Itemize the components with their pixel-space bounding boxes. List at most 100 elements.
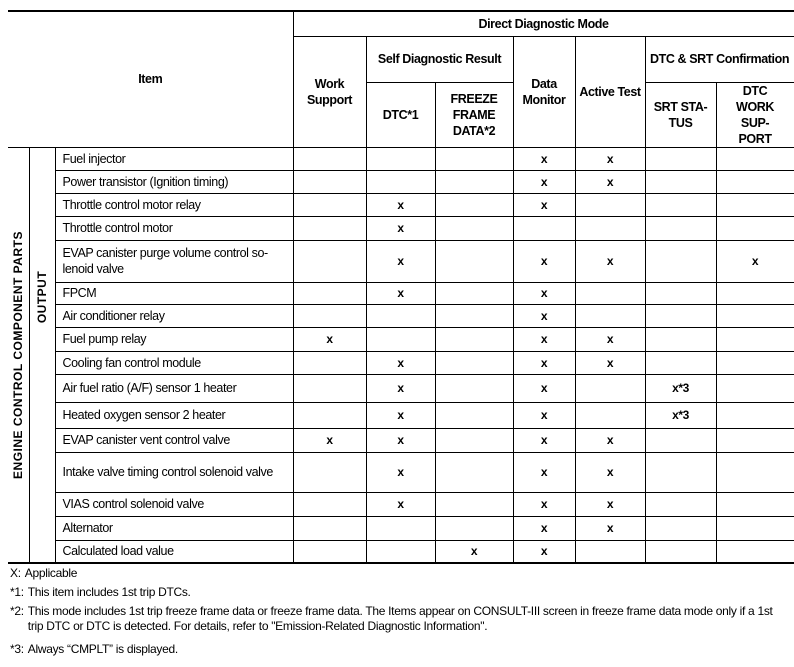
item-name: Throttle control motor: [54, 215, 294, 241]
cell-dtc-work-support: [715, 215, 794, 241]
cell-dtc: [365, 539, 436, 564]
cell-dtc-work-support: [715, 326, 794, 352]
cell-active-test: [574, 192, 646, 217]
cell-data-monitor: x: [512, 350, 576, 375]
cell-srt-status: [644, 215, 717, 241]
cell-freeze-frame-data: [434, 192, 514, 217]
cell-work-support: [292, 169, 367, 194]
header-self-diagnostic-result: Self Diagnostic Result: [365, 35, 514, 83]
cell-dtc-work-support: [715, 281, 794, 305]
cell-srt-status: [644, 350, 717, 375]
table-row: Alternator x x: [8, 515, 794, 541]
cell-active-test: x: [574, 515, 646, 541]
footnote-text: Always “CMPLT” is displayed.: [27, 642, 178, 656]
cell-dtc-work-support: [715, 373, 794, 403]
cell-dtc-work-support: [715, 169, 794, 194]
header-data-monitor: Data Monitor: [512, 35, 576, 148]
cell-dtc: x: [365, 401, 436, 429]
group-label: ENGINE CONTROL COMPONENT PARTS: [11, 230, 26, 479]
cell-data-monitor: x: [512, 239, 576, 283]
cell-active-test: x: [574, 451, 646, 493]
cell-data-monitor: x: [512, 427, 576, 453]
cell-srt-status: [644, 515, 717, 541]
cell-work-support: [292, 239, 367, 283]
cell-freeze-frame-data: [434, 239, 514, 283]
table-row: Intake valve timing control solenoid val…: [8, 451, 794, 493]
cell-dtc-work-support: [715, 427, 794, 453]
cell-dtc: x: [365, 427, 436, 453]
cell-freeze-frame-data: [434, 515, 514, 541]
cell-freeze-frame-data: [434, 451, 514, 493]
cell-data-monitor: x: [512, 303, 576, 328]
header-dtc-srt-confirmation: DTC & SRT Confirmation: [644, 35, 794, 83]
table-row: Throttle control motor relay x x: [8, 192, 794, 217]
cell-freeze-frame-data: [434, 281, 514, 305]
table-row: EVAP canister purge volume control so-le…: [8, 239, 794, 283]
cell-freeze-frame-data: [434, 373, 514, 403]
cell-active-test: x: [574, 427, 646, 453]
cell-active-test: x: [574, 146, 646, 171]
cell-freeze-frame-data: [434, 215, 514, 241]
cell-work-support: [292, 303, 367, 328]
group-label-cell: ENGINE CONTROL COMPONENT PARTS: [8, 146, 30, 564]
table-row: Fuel pump relay x x x: [8, 326, 794, 352]
cell-work-support: [292, 539, 367, 564]
cell-dtc: [365, 303, 436, 328]
cell-active-test: [574, 539, 646, 564]
cell-dtc: [365, 515, 436, 541]
cell-dtc-work-support: [715, 491, 794, 517]
header-work-support: Work Support: [292, 35, 367, 148]
cell-srt-status: [644, 491, 717, 517]
cell-work-support: [292, 350, 367, 375]
cell-dtc-work-support: [715, 192, 794, 217]
footnotes: X: Applicable *1: This item includes 1st tr…: [10, 566, 790, 661]
footnote-text: This item includes 1st trip DTCs.: [27, 585, 191, 599]
cell-active-test: x: [574, 239, 646, 283]
cell-dtc: x: [365, 192, 436, 217]
table-row: FPCM x x: [8, 281, 794, 305]
cell-data-monitor: x: [512, 515, 576, 541]
table-row: Throttle control motor x: [8, 215, 794, 241]
cell-work-support: [292, 281, 367, 305]
cell-freeze-frame-data: [434, 146, 514, 171]
cell-dtc: x: [365, 373, 436, 403]
cell-work-support: [292, 515, 367, 541]
header-srt-status: SRT STA-TUS: [644, 81, 717, 148]
cell-active-test: x: [574, 169, 646, 194]
item-name: Fuel pump relay: [54, 326, 294, 352]
cell-srt-status: [644, 281, 717, 305]
table-row: Air fuel ratio (A/F) sensor 1 heater x x x*…: [8, 373, 794, 403]
table-row: Cooling fan control module x x x: [8, 350, 794, 375]
cell-data-monitor: x: [512, 451, 576, 493]
item-name: Cooling fan control module: [54, 350, 294, 375]
cell-srt-status: [644, 239, 717, 283]
footnote-key: *2:: [10, 604, 24, 618]
cell-dtc: x: [365, 491, 436, 517]
cell-dtc: [365, 146, 436, 171]
header-freeze-frame-data: FREEZE FRAME DATA*2: [434, 81, 514, 148]
cell-dtc-work-support: [715, 451, 794, 493]
item-name: EVAP canister purge volume control so-le…: [54, 239, 294, 283]
footnote-text: Applicable: [24, 566, 78, 580]
cell-srt-status: [644, 303, 717, 328]
cell-srt-status: [644, 451, 717, 493]
table-row: ENGINE CONTROL COMPONENT PARTS OUTPUT Fuel…: [8, 146, 794, 564]
footnote-text: This mode includes 1st trip freeze frame…: [27, 604, 773, 633]
cell-active-test: [574, 303, 646, 328]
table-row: Calculated load value x x: [8, 539, 794, 564]
table-row: Heated oxygen sensor 2 heater x x x*3: [8, 401, 794, 429]
cell-work-support: [292, 215, 367, 241]
cell-work-support: [292, 192, 367, 217]
cell-srt-status: [644, 146, 717, 171]
item-name: Intake valve timing control solenoid val…: [54, 451, 294, 493]
cell-work-support: [292, 373, 367, 403]
cell-data-monitor: x: [512, 169, 576, 194]
cell-freeze-frame-data: [434, 303, 514, 328]
subgroup-label-cell: OUTPUT: [29, 146, 56, 564]
cell-srt-status: x*3: [644, 373, 717, 403]
cell-srt-status: x*3: [644, 401, 717, 429]
cell-data-monitor: x: [512, 326, 576, 352]
cell-dtc-work-support: x: [715, 239, 794, 283]
cell-active-test: [574, 373, 646, 403]
cell-data-monitor: x: [512, 539, 576, 564]
